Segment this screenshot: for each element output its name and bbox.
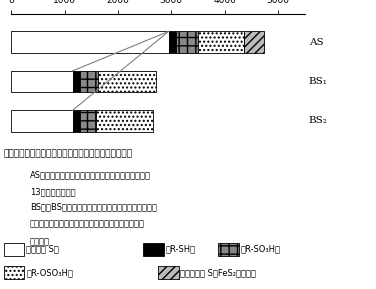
Bar	[198, 31, 244, 53]
Bar	[73, 110, 80, 132]
Text: AS: AS	[309, 38, 323, 47]
Bar	[218, 243, 239, 256]
Text: から採取した土壌の腐植酸（各々４試料と５試料の: から採取した土壌の腐植酸（各々４試料と５試料の	[30, 220, 145, 229]
Bar	[4, 243, 24, 256]
Text: ：R-SH，: ：R-SH，	[165, 245, 196, 254]
Text: BS₂: BS₂	[309, 116, 328, 125]
Bar	[80, 71, 98, 92]
Text: 図２　主要な土壌有機物である腐植酸中のイウの形態: 図２ 主要な土壌有機物である腐植酸中のイウの形態	[4, 149, 133, 158]
Text: 13試料の平均）。: 13試料の平均）。	[30, 188, 76, 197]
Bar	[80, 110, 96, 132]
Text: ：炒素鎖 S，: ：炒素鎖 S，	[26, 245, 59, 254]
Text: AS：火山性強酸性土壌の腐植酸（全国から採取した: AS：火山性強酸性土壌の腐植酸（全国から採取した	[30, 171, 151, 179]
Bar	[11, 110, 73, 132]
Text: BS₁: BS₁	[309, 77, 328, 86]
Bar	[98, 71, 156, 92]
Text: ：R-OSO₃H，: ：R-OSO₃H，	[26, 268, 73, 277]
Bar	[176, 31, 198, 53]
Bar	[11, 71, 73, 92]
Text: ：灰分中の S（FeS₂など）。: ：灰分中の S（FeS₂など）。	[180, 268, 256, 277]
Bar	[4, 266, 24, 279]
Bar	[11, 31, 168, 53]
Text: 平均）。: 平均）。	[30, 237, 50, 246]
Text: ：R-SO₃H，: ：R-SO₃H，	[241, 245, 280, 254]
Bar	[168, 31, 176, 53]
Bar	[96, 110, 153, 132]
Bar	[143, 243, 164, 256]
Text: BS１とBS２：各々火山地域の周辺とつくば市の山林: BS１とBS２：各々火山地域の周辺とつくば市の山林	[30, 202, 157, 211]
Bar	[244, 31, 264, 53]
Bar	[73, 71, 80, 92]
Bar	[158, 266, 179, 279]
